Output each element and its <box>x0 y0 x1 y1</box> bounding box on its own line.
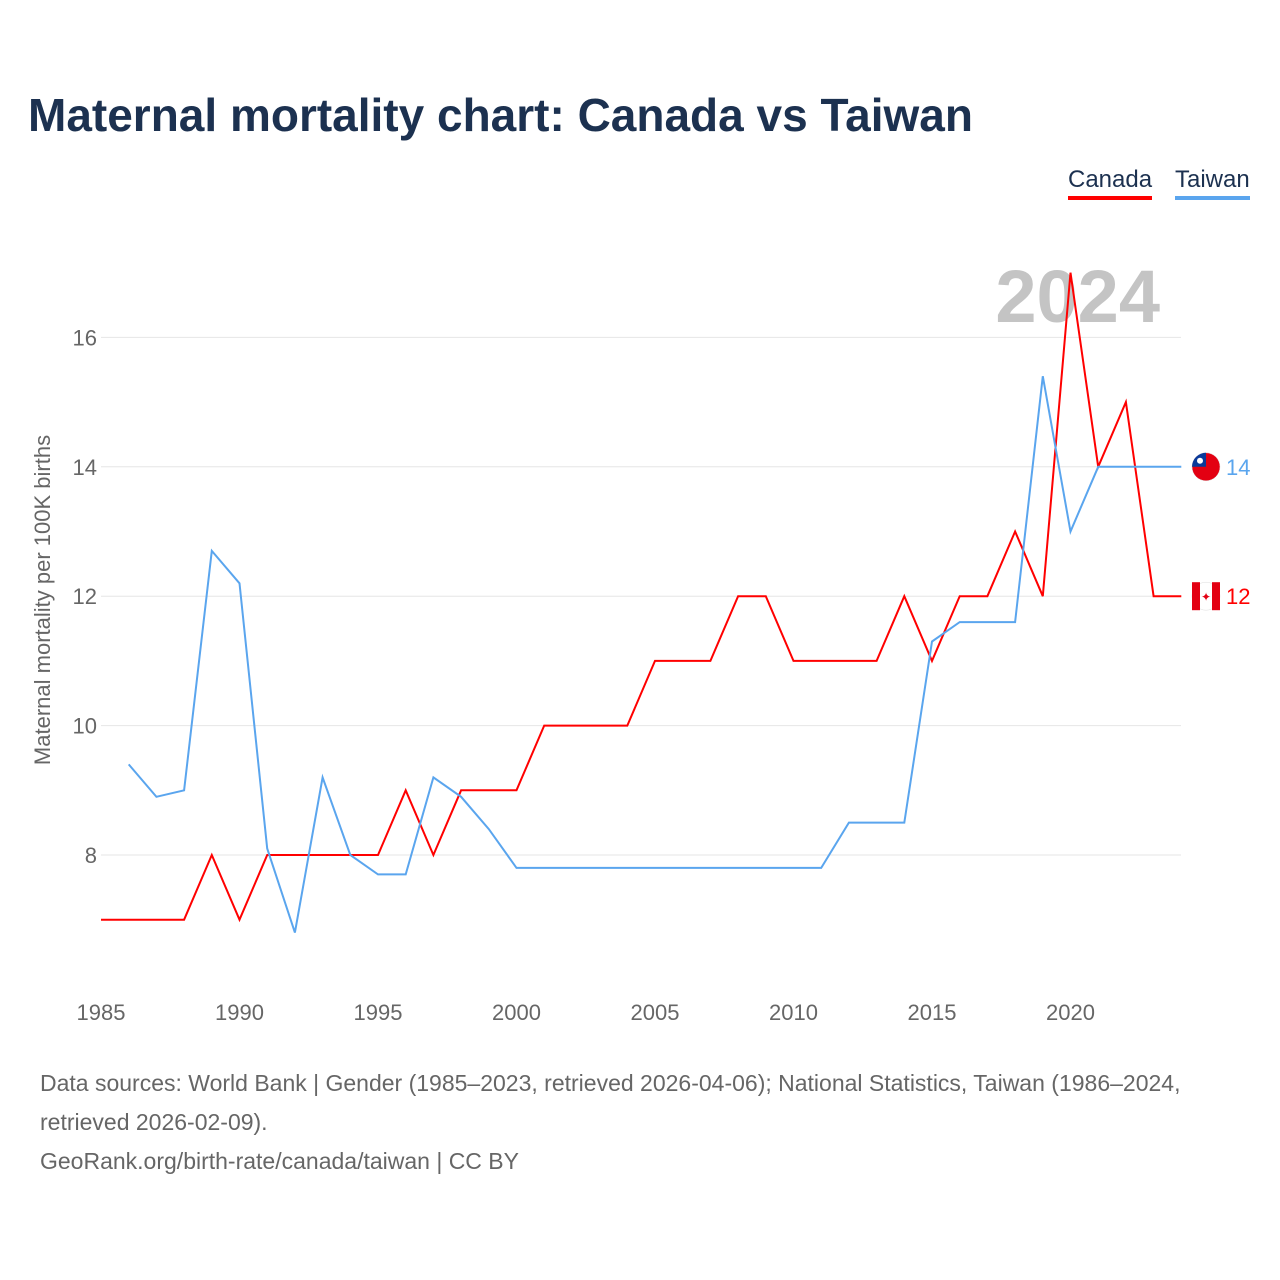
y-tick-label: 8 <box>85 843 97 868</box>
flag-icon-band <box>1212 582 1220 611</box>
y-axis-label: Maternal mortality per 100K births <box>30 435 55 765</box>
x-tick-label: 2000 <box>492 1000 541 1025</box>
series-line-canada <box>101 272 1182 923</box>
legend-canada[interactable]: Canada <box>1068 166 1153 200</box>
credit-link[interactable]: GeoRank.org/birth-rate/canada/taiwan | C… <box>40 1148 519 1174</box>
y-tick-label: 16 <box>73 325 97 350</box>
legend-taiwan[interactable]: Taiwan <box>1175 166 1250 200</box>
x-tick-label: 2015 <box>908 1000 957 1025</box>
data-sources: Data sources: World Bank | Gender (1985–… <box>40 1070 1181 1135</box>
sun-icon <box>1197 457 1203 464</box>
y-tick-label: 10 <box>73 714 97 739</box>
flag-icon-band <box>1192 582 1200 611</box>
maple-leaf-icon: ✦ <box>1201 590 1211 604</box>
x-tick-label: 1995 <box>354 1000 403 1025</box>
x-tick-label: 1985 <box>77 1000 126 1025</box>
x-tick-label: 2020 <box>1046 1000 1095 1025</box>
y-tick-label: 14 <box>73 455 97 480</box>
x-tick-label: 2010 <box>769 1000 818 1025</box>
end-value-label-taiwan: 14 <box>1226 455 1250 480</box>
x-tick-label: 1990 <box>215 1000 264 1025</box>
end-value-label-canada: 12 <box>1226 584 1250 609</box>
series-line-taiwan <box>127 376 1182 933</box>
y-tick-label: 12 <box>73 584 97 609</box>
x-tick-label: 2005 <box>631 1000 680 1025</box>
chart-title: Maternal mortality chart: Canada vs Taiw… <box>28 89 973 141</box>
